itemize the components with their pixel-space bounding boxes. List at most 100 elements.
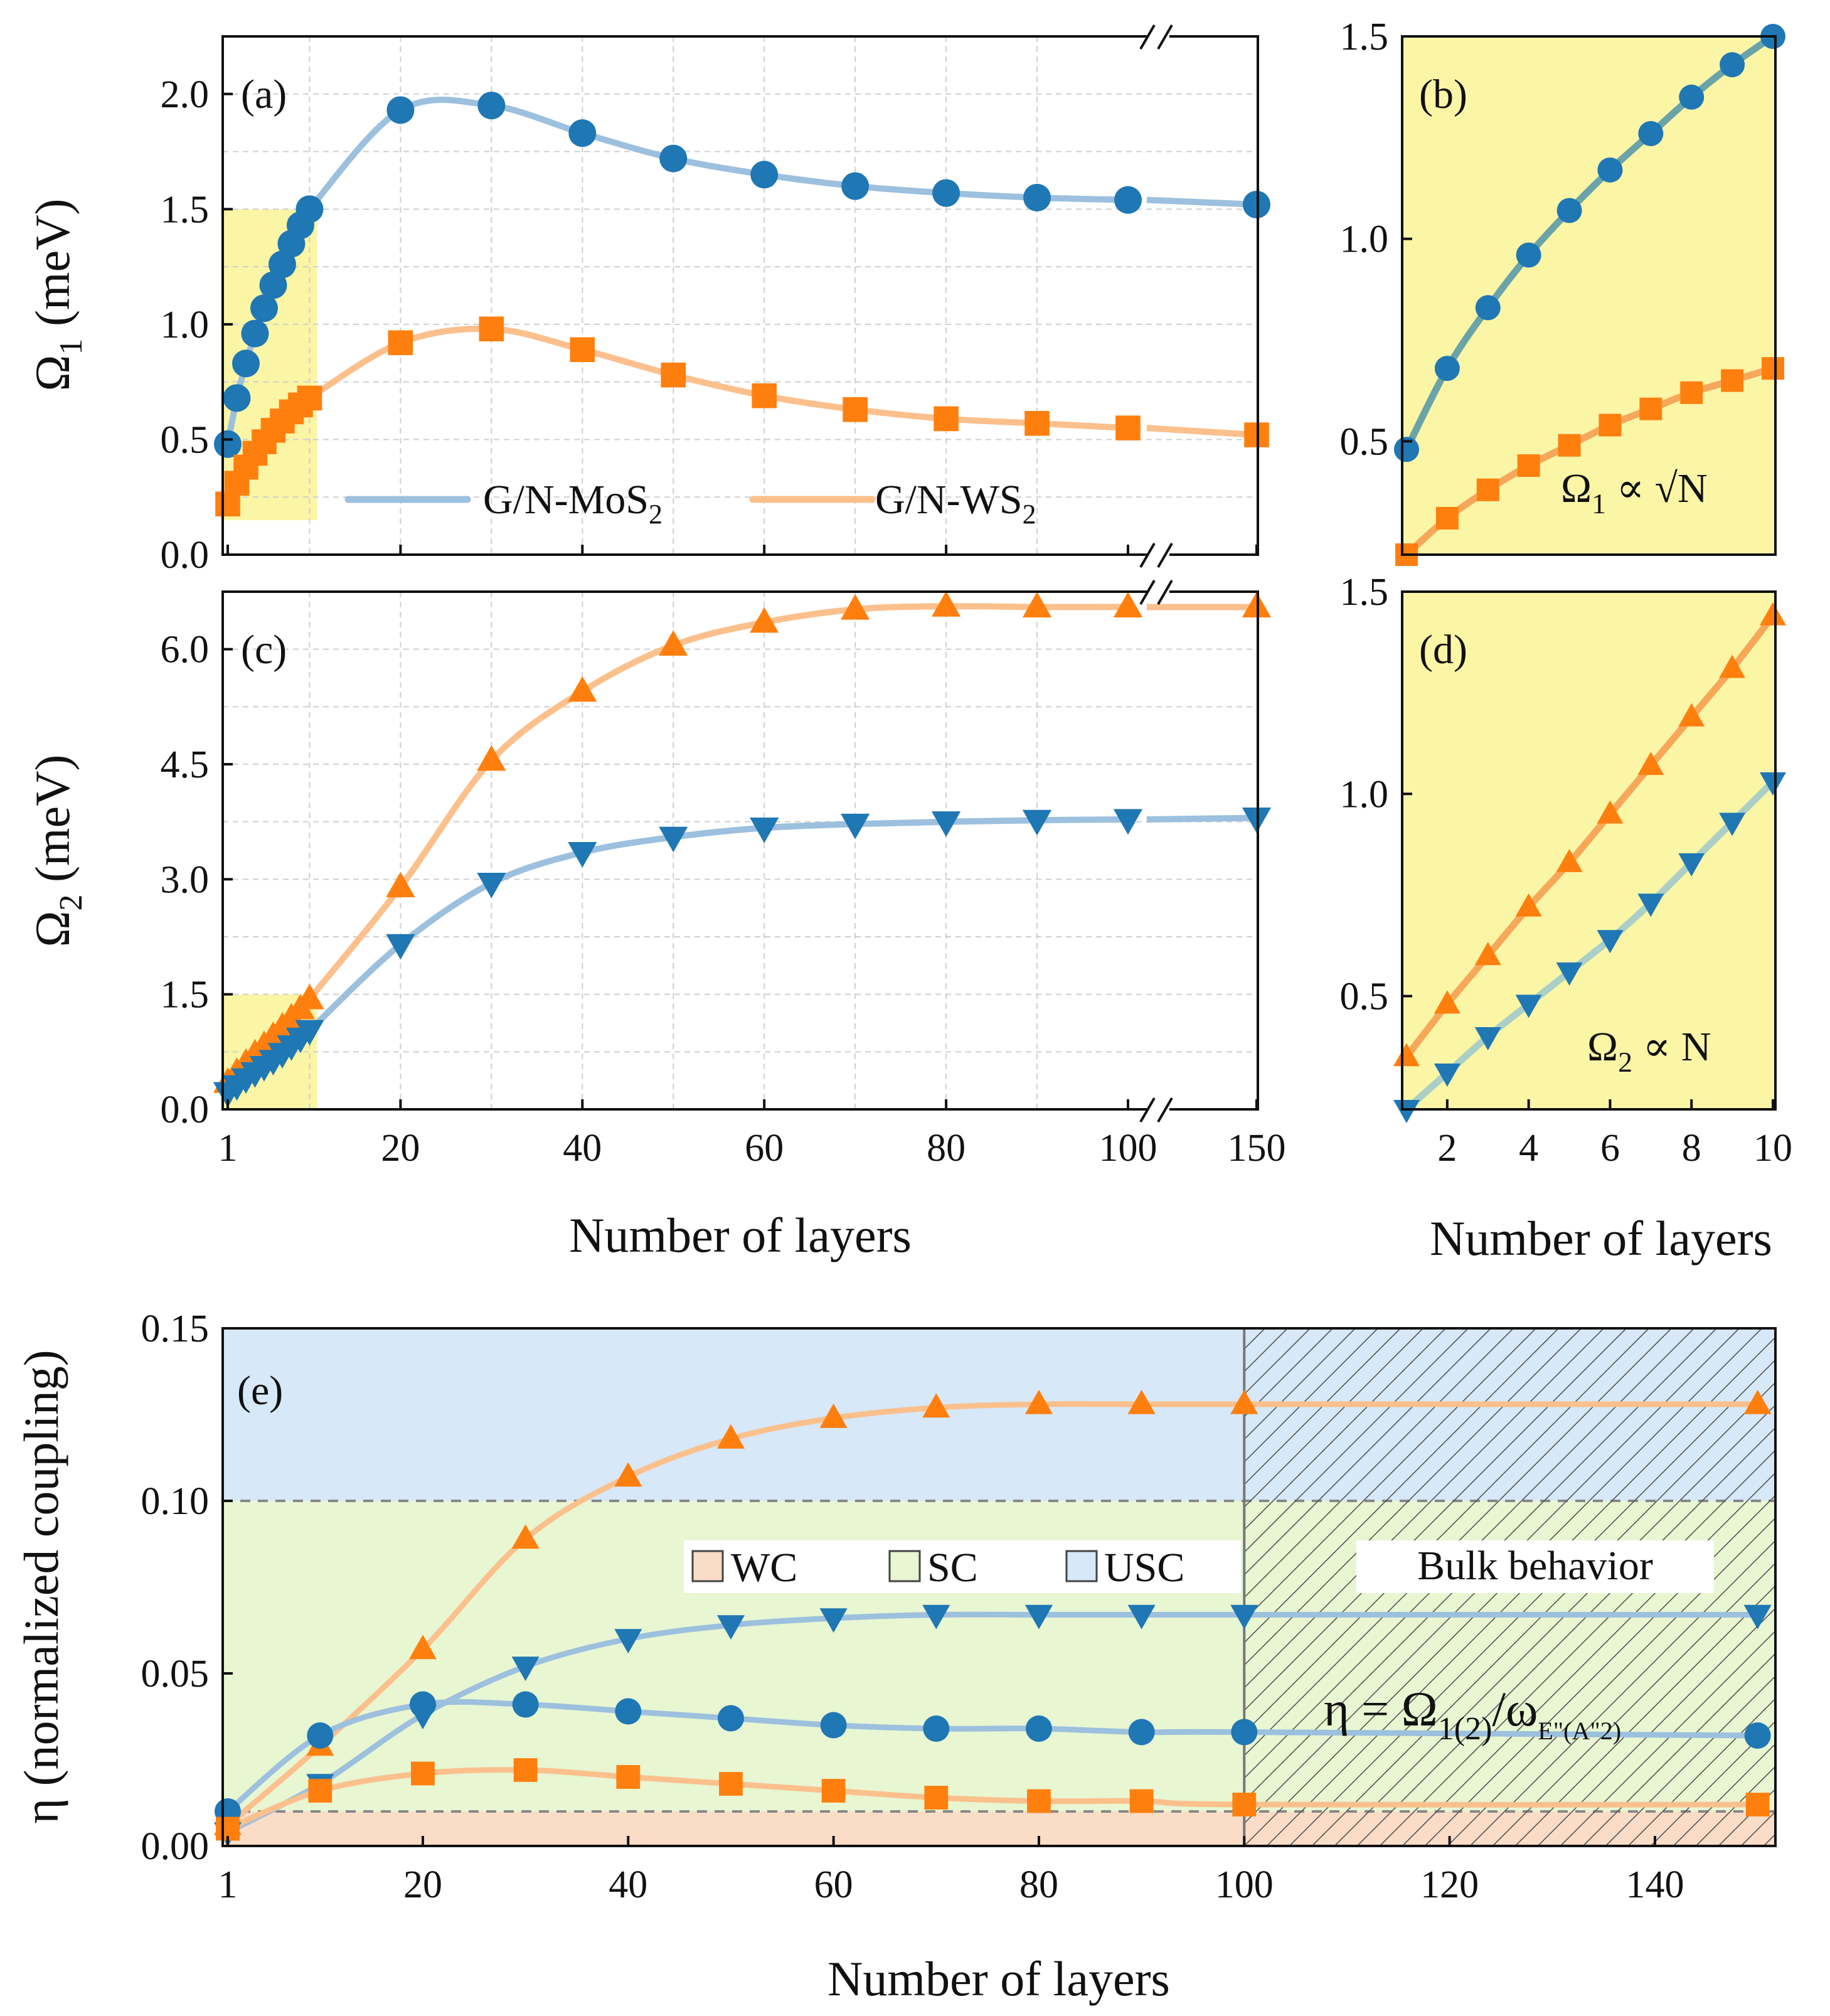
marker-c bbox=[1113, 592, 1143, 617]
xtick-e-label: 1 bbox=[218, 1864, 238, 1906]
marker-d bbox=[1434, 1063, 1460, 1087]
axis-break-c bbox=[1139, 579, 1173, 1123]
curves-c bbox=[225, 603, 1257, 1096]
marker-c bbox=[750, 607, 779, 633]
marker-e bbox=[616, 1765, 641, 1789]
marker-a bbox=[843, 397, 868, 422]
ylabel-c: Ω2 (meV) bbox=[25, 754, 89, 947]
marker-b bbox=[1476, 478, 1499, 501]
xtick-e-label: 40 bbox=[609, 1864, 647, 1906]
ytick-d-tick-label: 0.5 bbox=[1340, 976, 1389, 1018]
marker-a bbox=[388, 330, 413, 356]
marker-b bbox=[1475, 295, 1501, 321]
marker-b bbox=[1639, 397, 1662, 420]
marker-d bbox=[1474, 1027, 1501, 1050]
marker-c bbox=[750, 817, 779, 843]
marker-e bbox=[307, 1722, 334, 1749]
marker-d bbox=[1474, 942, 1501, 966]
panel-label-e: (e) bbox=[237, 1368, 283, 1414]
marker-c bbox=[1113, 809, 1143, 835]
xticks-c: 1 20 40 60 80 100 150 bbox=[218, 1099, 1286, 1170]
xtick-e-label: 140 bbox=[1625, 1864, 1684, 1906]
frame-a bbox=[221, 35, 1259, 556]
marker-e bbox=[512, 1691, 539, 1718]
marker-a bbox=[1024, 410, 1050, 436]
marker-e bbox=[821, 1779, 846, 1803]
marker-c bbox=[932, 591, 961, 617]
marker-e bbox=[1231, 1719, 1258, 1746]
marker-c bbox=[568, 842, 597, 868]
panel-label-d: (d) bbox=[1419, 627, 1467, 673]
marker-a bbox=[1115, 415, 1141, 440]
markers-a bbox=[214, 92, 1270, 517]
marker-d bbox=[1556, 962, 1583, 986]
curve-c-tail-1 bbox=[1146, 814, 1257, 823]
marker-e bbox=[820, 1712, 847, 1739]
marker-b bbox=[1599, 413, 1622, 437]
legend-swatch-sc bbox=[888, 1550, 921, 1582]
marker-e bbox=[1128, 1719, 1155, 1746]
marker-b bbox=[1638, 120, 1664, 146]
ytick-b-tick-label: 1.0 bbox=[1340, 218, 1389, 261]
marker-a bbox=[477, 92, 506, 120]
marker-b bbox=[1516, 242, 1541, 268]
ytick-a-tick-label: 1.5 bbox=[161, 188, 210, 231]
curve-a-tail-0 bbox=[1146, 196, 1257, 208]
region-usc bbox=[223, 1328, 1775, 1501]
ytick-c-tick-label: 4.5 bbox=[161, 744, 210, 786]
ylabel-e: η (normalized coupling) bbox=[14, 1350, 68, 1824]
marker-d bbox=[1515, 995, 1542, 1018]
marker-e bbox=[716, 1424, 745, 1449]
xtick-d-label: 8 bbox=[1682, 1127, 1701, 1170]
marker-e bbox=[1024, 1604, 1053, 1629]
marker-e bbox=[1025, 1715, 1052, 1742]
marker-a bbox=[479, 316, 504, 342]
marker-b bbox=[1517, 454, 1540, 477]
xtick-c-label: 1 bbox=[218, 1127, 238, 1170]
markers-c bbox=[213, 591, 1272, 1108]
legend-item-ws2: G/N-WS2 bbox=[875, 477, 1036, 530]
marker-e bbox=[513, 1758, 538, 1782]
marker-a bbox=[231, 349, 260, 378]
marker-d bbox=[1719, 654, 1746, 678]
marker-e bbox=[922, 1604, 950, 1629]
ytick-c-tick-label: 1.5 bbox=[161, 974, 210, 1016]
marker-a bbox=[934, 406, 959, 432]
xtick-e-label: 100 bbox=[1215, 1864, 1274, 1906]
panel-b-background bbox=[1402, 36, 1775, 555]
marker-b bbox=[1434, 356, 1460, 381]
yticks-d: 0.5 1.0 1.5 bbox=[1340, 571, 1412, 1018]
marker-b bbox=[1720, 52, 1745, 78]
marker-a bbox=[659, 144, 688, 173]
markers-d bbox=[1393, 602, 1786, 1123]
marker-c bbox=[295, 983, 324, 1010]
marker-e bbox=[1230, 1389, 1258, 1414]
legend-swatch-wc bbox=[691, 1550, 724, 1582]
legend-sc: SC bbox=[927, 1545, 978, 1591]
legend-a: G/N-MoS2 G/N-WS2 bbox=[344, 477, 1036, 530]
markers-b bbox=[1394, 24, 1785, 566]
marker-e bbox=[1744, 1722, 1771, 1749]
marker-c bbox=[841, 813, 870, 840]
marker-e bbox=[1127, 1604, 1156, 1629]
marker-e bbox=[1745, 1793, 1770, 1816]
marker-b bbox=[1679, 84, 1705, 110]
marker-d bbox=[1760, 772, 1786, 796]
marker-e bbox=[1127, 1389, 1156, 1414]
marker-d bbox=[1597, 800, 1624, 824]
marker-e bbox=[819, 1608, 848, 1633]
marker-e bbox=[1129, 1789, 1154, 1813]
marker-e bbox=[1027, 1789, 1051, 1813]
marker-c bbox=[477, 872, 506, 899]
marker-d bbox=[1393, 1100, 1420, 1123]
marker-a bbox=[570, 337, 595, 363]
marker-d bbox=[1678, 853, 1705, 877]
marker-a bbox=[297, 385, 322, 411]
marker-a bbox=[241, 319, 269, 348]
marker-d bbox=[1760, 602, 1786, 626]
bulk-label: Bulk behavior bbox=[1417, 1543, 1653, 1589]
ytick-c-tick-label: 0.0 bbox=[161, 1089, 210, 1131]
ytick-e-tick-label: 0.15 bbox=[141, 1308, 210, 1350]
curve-d-0 bbox=[1403, 614, 1776, 1059]
panel-label-c: (c) bbox=[241, 627, 287, 673]
